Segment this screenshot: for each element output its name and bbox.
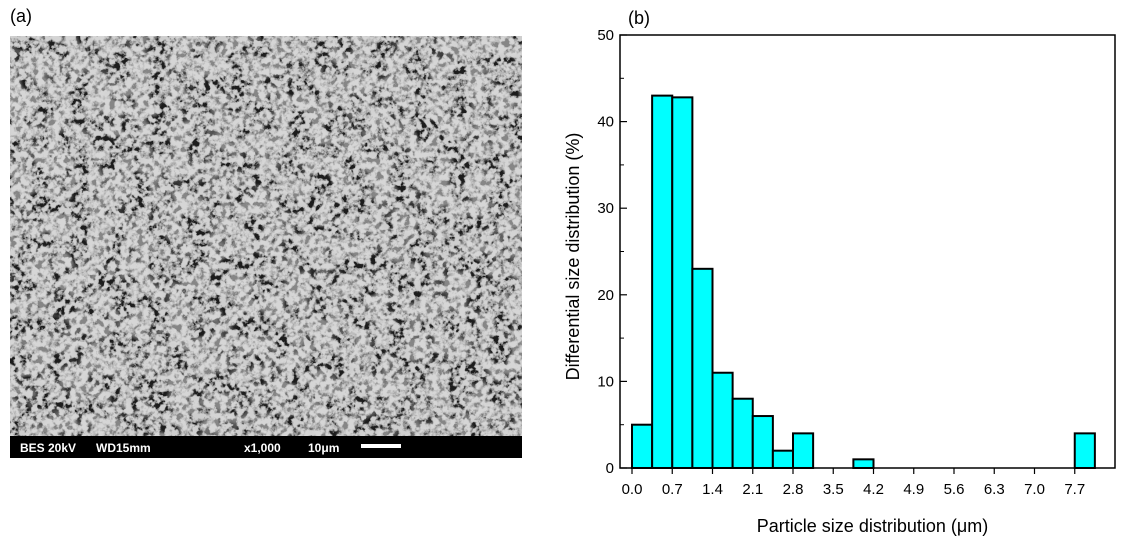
- x-tick-label-7: 4.9: [903, 481, 924, 498]
- y-tick-label-4: 40: [597, 114, 614, 131]
- x-axis-title: Particle size distribution (μm): [757, 516, 988, 536]
- x-tick-label-3: 2.1: [742, 481, 763, 498]
- sem-footer-bar: [10, 436, 522, 458]
- sem-magnification-text: x1,000: [244, 441, 281, 455]
- panel-a-label: (a): [10, 6, 32, 26]
- histogram-bar-0: [631, 423, 654, 470]
- sem-particle-clusters: [10, 36, 522, 436]
- x-axis: 0.0 0.7 1.4 2.1 2.8 3.5 4.2 4.9 5.6 6.3 7.0 7.7: [622, 468, 1085, 498]
- y-axis-title: Differential size distribution (%): [563, 133, 583, 381]
- histogram-bar-10: [1073, 432, 1096, 469]
- panel-b-label: (b): [628, 8, 650, 28]
- histogram-bar-3: [691, 267, 714, 469]
- histogram-bar-5: [731, 397, 754, 469]
- sem-wd-text: WD15mm: [96, 441, 151, 455]
- histogram-bar-2: [671, 96, 694, 470]
- y-tick-label-1: 10: [597, 373, 614, 390]
- sem-image-canvas: BES 20kV WD15mm x1,000 10μm: [10, 36, 522, 458]
- x-tick-label-9: 6.3: [984, 481, 1005, 498]
- y-tick-label-2: 20: [597, 287, 614, 304]
- x-tick-label-2: 1.4: [702, 481, 723, 498]
- histogram-bar-1: [651, 94, 674, 470]
- histogram-bar-4: [711, 371, 734, 469]
- histogram-bar-7: [771, 449, 794, 469]
- histogram-bar-9: [852, 458, 875, 469]
- sem-micrograph: BES 20kV WD15mm x1,000 10μm: [10, 36, 522, 458]
- x-tick-label-0: 0.0: [622, 481, 643, 498]
- y-tick-label-0: 0: [606, 460, 614, 477]
- sem-scale-text: 10μm: [308, 441, 339, 455]
- y-tick-label-5: 50: [597, 27, 614, 44]
- y-tick-label-3: 30: [597, 200, 614, 217]
- x-tick-label-1: 0.7: [662, 481, 683, 498]
- x-tick-label-10: 7.0: [1024, 481, 1045, 498]
- histogram-bar-6: [751, 415, 774, 470]
- x-tick-label-5: 3.5: [823, 481, 844, 498]
- sem-scale-bar: [361, 444, 401, 448]
- y-axis: 0 10 20 30 40 50: [597, 27, 627, 477]
- x-tick-label-6: 4.2: [863, 481, 884, 498]
- x-tick-label-11: 7.7: [1064, 481, 1085, 498]
- histogram-bars: [631, 94, 1096, 470]
- x-tick-label-8: 5.6: [944, 481, 965, 498]
- x-tick-label-4: 2.8: [783, 481, 804, 498]
- histogram-bar-8: [792, 432, 815, 469]
- sem-mode-text: BES 20kV: [20, 441, 76, 455]
